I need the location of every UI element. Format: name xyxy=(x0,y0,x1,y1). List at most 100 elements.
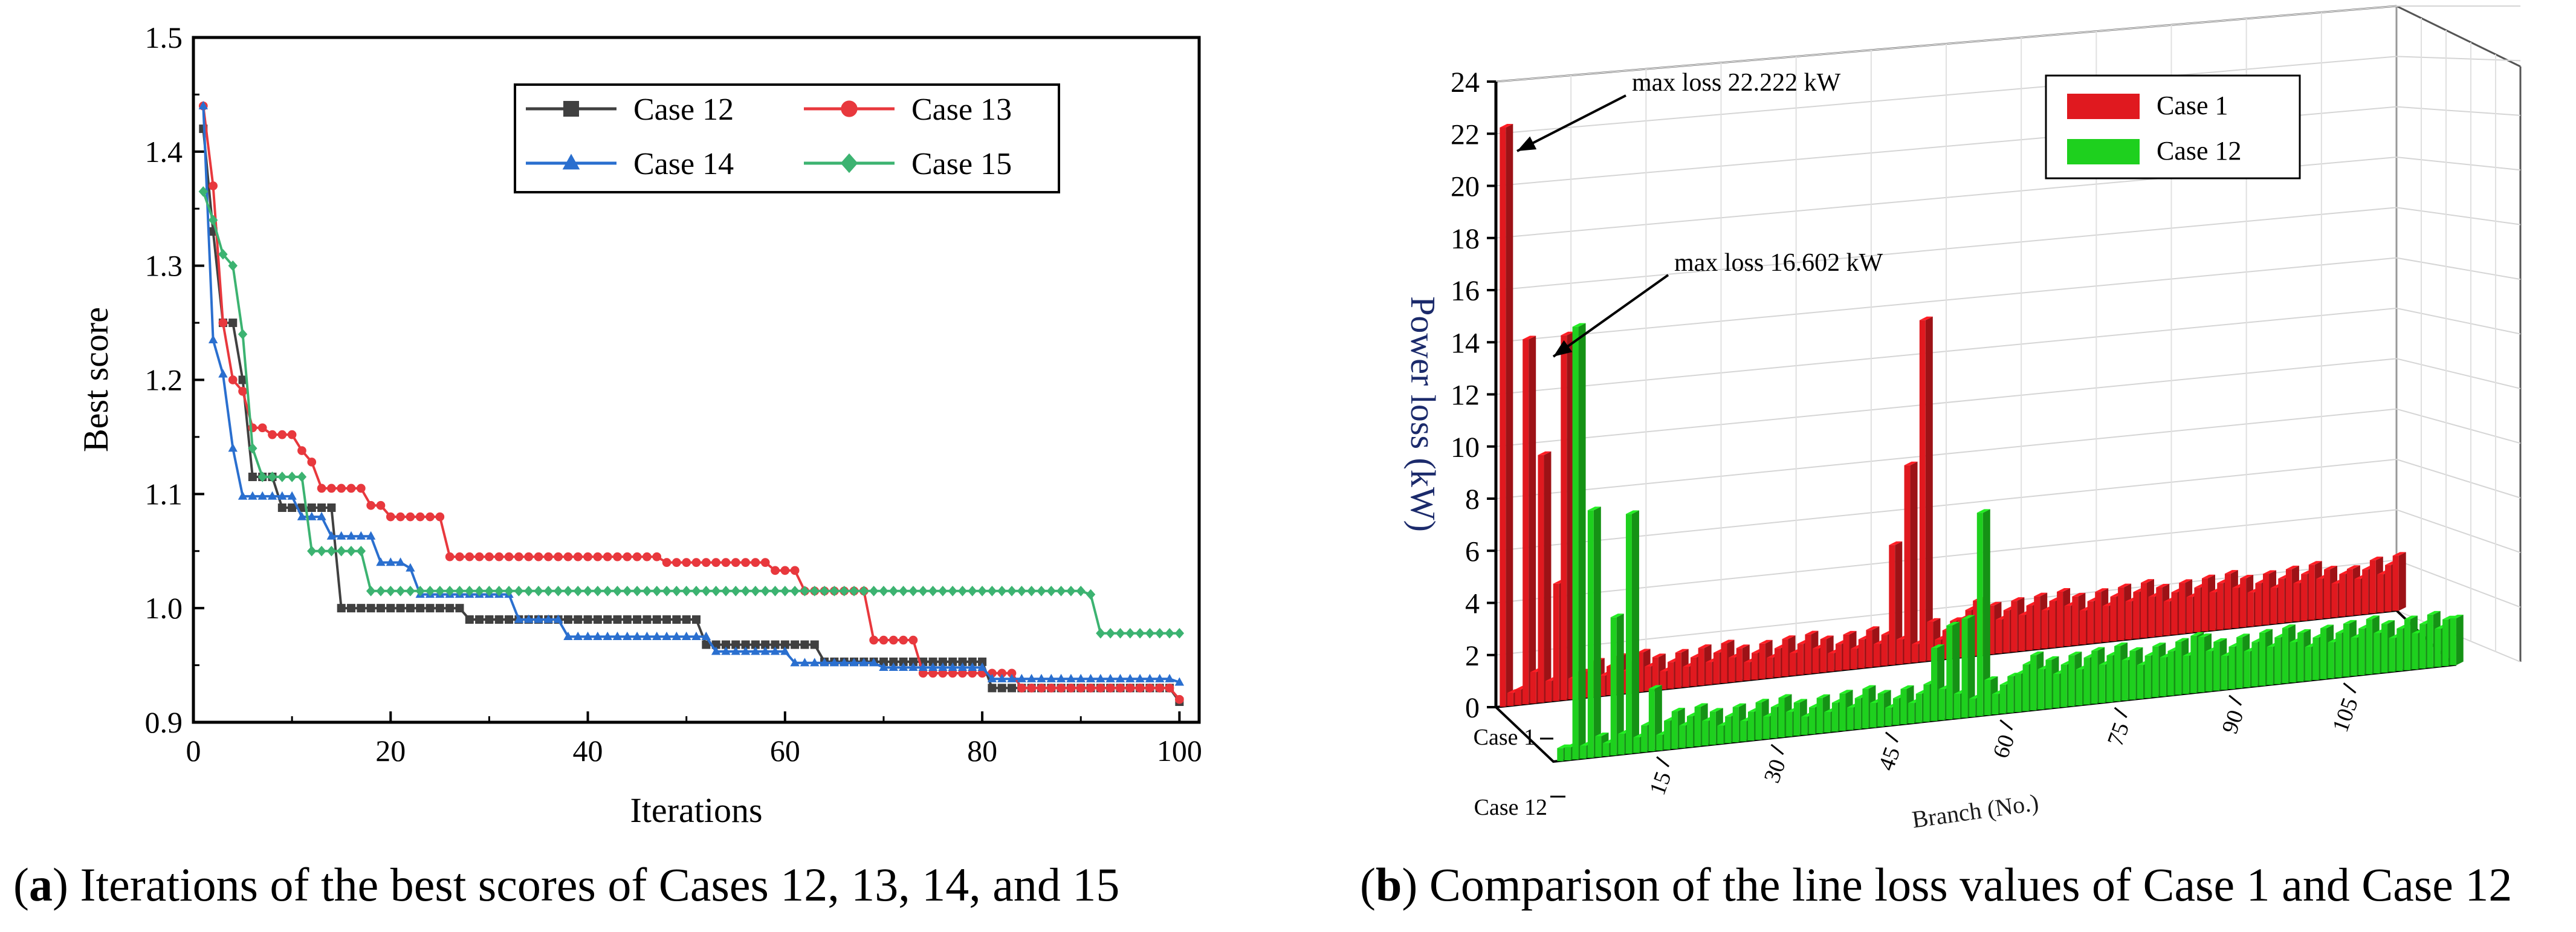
data-point xyxy=(563,615,572,624)
data-point xyxy=(623,552,632,561)
data-point xyxy=(1007,668,1017,678)
bar-top xyxy=(1500,123,1513,128)
z-tick-label: 4 xyxy=(1465,588,1480,620)
data-point xyxy=(593,615,602,624)
bar-front xyxy=(1702,720,1709,746)
data-point xyxy=(632,631,642,640)
bar-side xyxy=(2398,552,2406,611)
bar-front xyxy=(1717,725,1724,744)
data-point xyxy=(760,558,770,567)
bar-side xyxy=(1967,615,1975,718)
z-tick-label: 12 xyxy=(1451,380,1480,412)
bar-front xyxy=(2175,641,2182,695)
panel-b-series-label-case-12: Case 12 xyxy=(1474,795,1547,820)
bar-top xyxy=(2140,579,2154,583)
bar-front xyxy=(1709,711,1716,745)
data-point xyxy=(642,586,652,597)
data-point xyxy=(869,635,878,645)
data-point xyxy=(435,512,445,522)
data-point xyxy=(1105,673,1115,682)
bar-front xyxy=(2312,637,2319,681)
bar-top xyxy=(2346,565,2360,569)
data-point xyxy=(731,558,740,567)
data-point xyxy=(741,558,750,567)
data-point xyxy=(987,673,997,682)
bar-top xyxy=(2259,629,2273,633)
bar-front xyxy=(2369,560,2376,613)
panel-b-xlabel: Branch (No.) xyxy=(1910,789,2040,833)
data-point xyxy=(574,615,583,624)
data-point xyxy=(485,552,494,561)
data-point xyxy=(347,604,356,613)
data-point xyxy=(257,491,267,500)
data-point xyxy=(987,586,997,597)
bar-front xyxy=(2255,583,2262,626)
bar-front xyxy=(2274,637,2281,684)
z-tick-label: 14 xyxy=(1451,327,1480,359)
bar-front xyxy=(1961,618,1968,718)
panel-b-legend: Case 1 Case 12 xyxy=(2045,74,2301,180)
data-point xyxy=(504,552,514,561)
bar-front xyxy=(2018,615,2025,652)
bar-top xyxy=(1759,639,1773,644)
data-point xyxy=(731,586,740,597)
panel-a-series xyxy=(198,100,1185,707)
panel-b-caption-label: b xyxy=(1376,858,1402,911)
legend-label: Case 1 xyxy=(2157,91,2228,120)
data-point xyxy=(623,631,632,640)
data-point xyxy=(426,512,435,522)
bar-top xyxy=(1648,685,1662,689)
bar-front xyxy=(2282,628,2288,684)
bar-top xyxy=(2156,583,2170,587)
data-point xyxy=(928,668,937,678)
bar-front xyxy=(1904,465,1911,664)
data-point xyxy=(1026,673,1037,682)
bar-top xyxy=(2366,615,2380,620)
bar-top xyxy=(1793,699,1807,703)
bar-top xyxy=(2236,633,2250,638)
data-point xyxy=(1174,627,1185,639)
data-point xyxy=(1057,684,1066,693)
data-point xyxy=(563,631,573,640)
bar-front xyxy=(1706,662,1712,685)
bar-top xyxy=(1866,626,1880,630)
data-point xyxy=(711,586,721,597)
bar-front xyxy=(2392,555,2399,611)
bar-front xyxy=(2072,596,2079,646)
data-point xyxy=(997,586,1007,597)
bar-top xyxy=(2240,575,2254,579)
side-gridline xyxy=(2396,157,2521,171)
data-point xyxy=(701,586,711,597)
z-tick-label: 24 xyxy=(1451,66,1480,99)
data-point xyxy=(326,531,337,540)
bar-front xyxy=(2320,628,2327,679)
bar-top xyxy=(2095,588,2109,592)
data-point xyxy=(386,604,395,613)
data-point xyxy=(445,552,455,561)
data-point xyxy=(1174,677,1185,686)
bar-front xyxy=(2068,655,2075,707)
legend-label: Case 14 xyxy=(633,147,734,181)
bar-front xyxy=(1828,653,1834,672)
bar-side xyxy=(2456,615,2464,665)
data-point xyxy=(593,552,603,561)
bar-front xyxy=(2163,601,2170,636)
bar-top xyxy=(2190,632,2204,636)
data-point xyxy=(277,503,286,512)
data-point xyxy=(859,586,869,597)
bar-front xyxy=(2148,597,2155,638)
bar-front xyxy=(1572,326,1579,760)
bar-top xyxy=(1595,733,1609,737)
bar-front xyxy=(1866,630,1872,668)
data-point xyxy=(740,586,751,597)
data-point xyxy=(1105,684,1115,693)
data-point xyxy=(484,586,494,597)
bar-front xyxy=(2412,633,2418,670)
bar-top xyxy=(2091,647,2105,651)
data-point xyxy=(1165,627,1174,639)
data-point xyxy=(711,558,720,567)
panel-b-zlabel: Power loss (kW) xyxy=(1403,296,1443,532)
data-point xyxy=(1135,627,1145,639)
data-point xyxy=(228,443,238,452)
data-point xyxy=(810,586,820,597)
